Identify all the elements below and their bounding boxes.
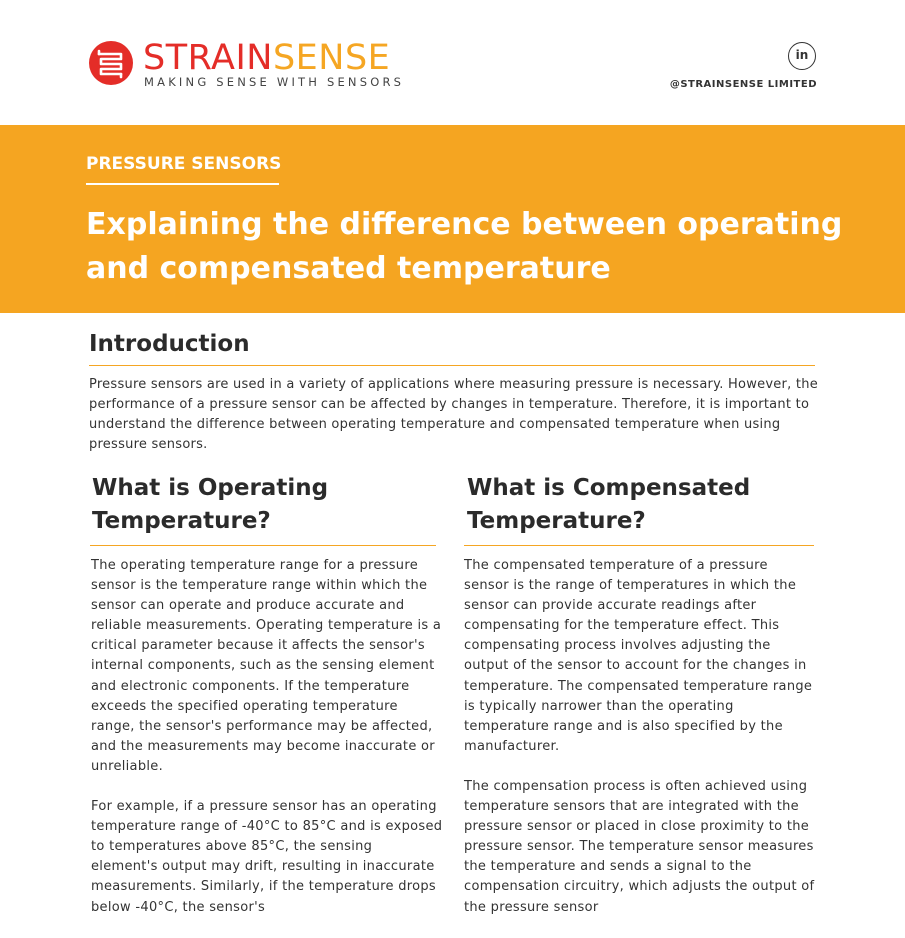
category-underline	[86, 183, 279, 185]
compensated-paragraph-2: The compensation process is often achiev…	[464, 778, 815, 915]
introduction-divider	[89, 365, 815, 366]
brand-name-part2: SENSE	[272, 38, 391, 78]
linkedin-icon[interactable]: in	[788, 42, 816, 70]
compensated-paragraph-1: The compensated temperature of a pressur…	[464, 558, 813, 754]
operating-paragraph-2: For example, if a pressure sensor has an…	[91, 799, 443, 915]
page-title: Explaining the difference between operat…	[86, 207, 843, 286]
introduction-heading: Introduction	[89, 331, 250, 357]
introduction-paragraph: Pressure sensors are used in a variety o…	[89, 377, 818, 452]
linkedin-icon-glyph: in	[795, 48, 809, 62]
social-handle[interactable]: @STRAINSENSE LIMITED	[669, 79, 817, 90]
brand-tagline: MAKING SENSE WITH SENSORS	[144, 75, 405, 89]
compensated-temperature-divider	[464, 545, 814, 546]
operating-temperature-divider	[90, 545, 436, 546]
brand-name: STRAINSENSE	[143, 38, 390, 78]
compensated-temperature-body: The compensated temperature of a pressur…	[464, 556, 816, 938]
strainsense-logo: STRAINSENSE MAKING SENSE WITH SENSORS	[88, 38, 428, 90]
operating-temperature-heading: What is Operating Temperature?	[92, 475, 329, 534]
brand-name-part1: STRAIN	[143, 38, 273, 78]
operating-paragraph-1: The operating temperature range for a pr…	[91, 558, 442, 774]
operating-temperature-body: The operating temperature range for a pr…	[91, 556, 443, 938]
category-label: PRESSURE SENSORS	[86, 154, 282, 174]
title-banner	[0, 125, 905, 313]
sensor-coil-logo-icon	[89, 41, 133, 85]
compensated-temperature-heading: What is Compensated Temperature?	[467, 475, 751, 534]
